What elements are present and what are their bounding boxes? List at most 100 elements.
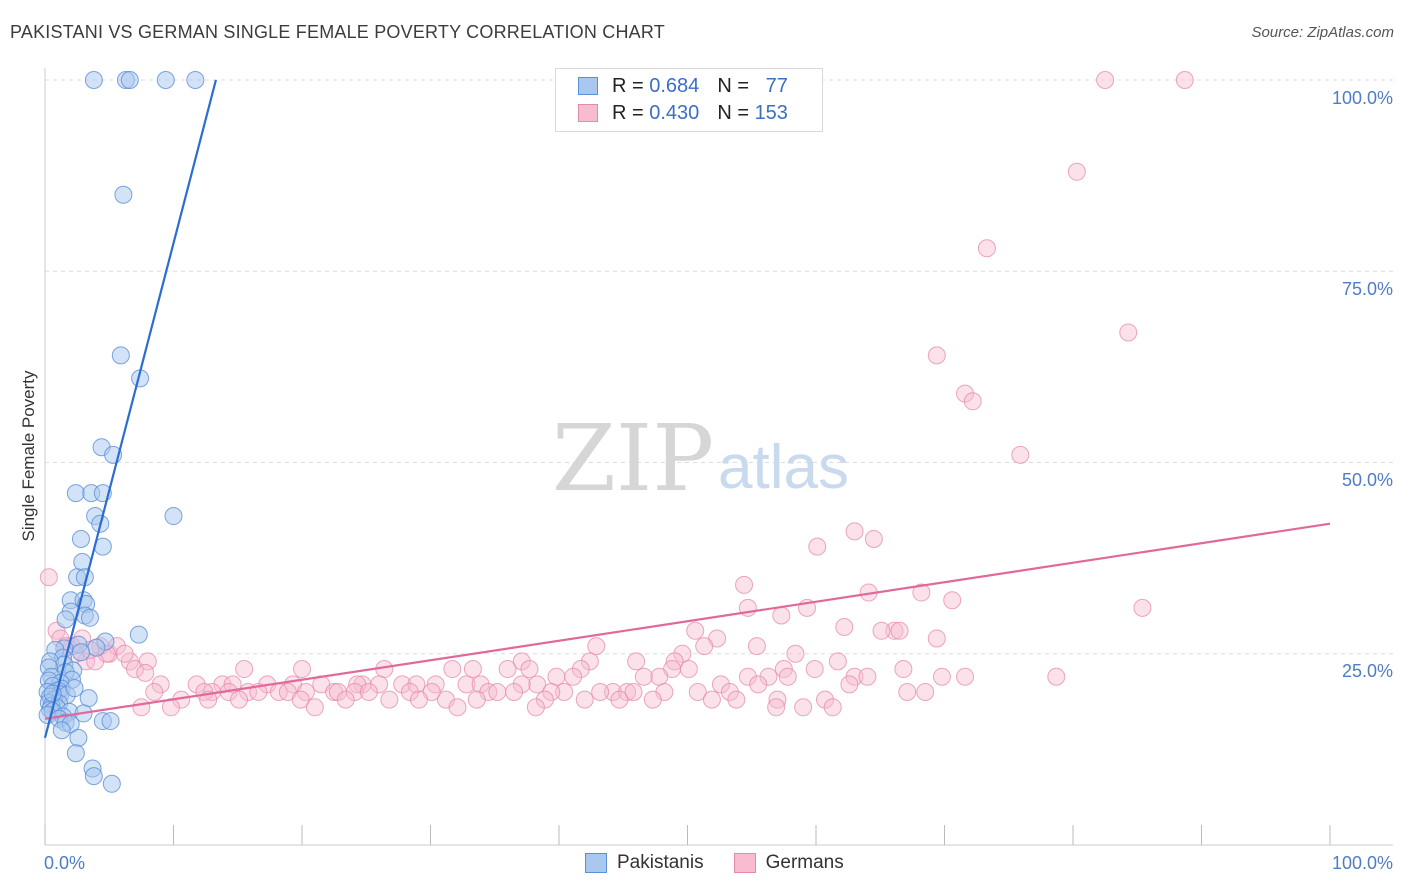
n-label: N = <box>717 74 749 97</box>
germans-point <box>805 660 824 679</box>
germans-point <box>927 629 946 648</box>
germans-point <box>115 644 134 663</box>
germans-point <box>894 660 913 679</box>
germans-point <box>727 690 746 709</box>
germans-point <box>735 575 754 594</box>
germans-point <box>808 537 827 556</box>
pakistanis-point <box>79 689 98 708</box>
pakistanis-point <box>66 484 85 503</box>
germans-point <box>336 690 355 709</box>
germans-point <box>1175 71 1194 89</box>
germans-point <box>380 690 399 709</box>
germans-point <box>823 698 842 717</box>
germans-point <box>786 644 805 663</box>
germans-point <box>235 660 254 679</box>
germans-point <box>679 660 698 679</box>
pakistanis-point <box>111 346 130 365</box>
germans-point <box>912 583 931 602</box>
germans-point <box>328 683 347 701</box>
germans-point <box>591 683 610 701</box>
germans-point <box>695 637 714 656</box>
germans-points <box>39 71 1194 717</box>
germans-point <box>187 675 206 694</box>
germans-point <box>702 690 721 709</box>
germans-point <box>956 667 975 686</box>
germans-point <box>293 660 311 679</box>
germans-point <box>890 621 909 640</box>
germans-point <box>872 621 891 640</box>
legend-item-germans[interactable]: Germans <box>733 852 844 874</box>
n-value: 153 <box>754 101 788 124</box>
pakistanis-point <box>56 610 75 629</box>
pakistanis-point <box>52 721 71 740</box>
germans-point <box>1011 445 1030 464</box>
germans-point <box>643 690 662 709</box>
r-label: R = <box>612 101 644 124</box>
pakistanis-point <box>164 507 183 526</box>
pakistanis-point <box>156 71 175 89</box>
grid-lines <box>45 79 1393 655</box>
germans-point <box>927 346 946 365</box>
germans-point <box>528 675 547 694</box>
watermark-zip: ZIP <box>552 405 714 512</box>
germans-point <box>463 660 482 679</box>
germans-legend-swatch <box>733 853 756 873</box>
germans-point <box>618 683 637 701</box>
germans-point <box>512 675 531 694</box>
pakistanis-point <box>120 71 139 89</box>
germans-point <box>963 392 982 411</box>
germans-point <box>407 675 426 694</box>
germans-point <box>835 617 854 636</box>
pakistanis-point <box>71 643 90 662</box>
germans-point <box>943 591 962 610</box>
watermark-atlas: atlas <box>718 433 849 502</box>
germans-point <box>749 675 768 694</box>
germans-point <box>794 698 813 717</box>
stats-legend: R = 0.684 N = 77 R = 0.430 N = 153 <box>555 68 823 132</box>
n-label: N = <box>717 101 749 124</box>
germans-point <box>138 652 157 671</box>
germans-point <box>840 675 859 694</box>
pakistanis-points <box>38 71 205 793</box>
germans-point <box>400 683 419 701</box>
germans-point <box>767 698 786 717</box>
germans-point <box>977 239 996 258</box>
germans-point <box>359 683 378 701</box>
y-axis-label: Single Female Poverty <box>19 370 38 542</box>
germans-point <box>956 384 975 403</box>
germans-point <box>1133 598 1152 617</box>
r-label: R = <box>612 74 644 97</box>
germans-point <box>747 637 766 656</box>
pakistanis-point <box>114 185 133 204</box>
germans-point <box>145 683 164 701</box>
germans-point <box>393 675 412 694</box>
germans-point <box>512 652 531 671</box>
germans-point <box>815 690 834 709</box>
germans-point <box>898 683 917 701</box>
germans-point <box>720 683 739 701</box>
germans-point <box>587 637 606 656</box>
pakistanis-point <box>66 744 85 763</box>
germans-point <box>457 675 476 694</box>
legend-row-germans: R = 0.430 N = 153 <box>578 100 788 126</box>
legend-row-pakistanis: R = 0.684 N = 77 <box>578 73 788 99</box>
legend-item-pakistanis[interactable]: Pakistanis <box>585 852 704 874</box>
germans-point <box>498 660 517 679</box>
germans-point <box>772 606 791 625</box>
germans-point <box>686 621 705 640</box>
germans-point <box>864 530 883 548</box>
pakistanis-trend-line <box>43 79 217 739</box>
source-label: Source: ZipAtlas.com <box>1251 24 1394 41</box>
germans-point <box>627 652 646 671</box>
germans-point <box>39 568 58 587</box>
series-legend: Pakistanis Germans <box>585 852 874 874</box>
pakistanis-point <box>84 71 103 89</box>
germans-point <box>858 667 877 686</box>
germans-point <box>916 683 935 701</box>
germans-legend-label: Germans <box>765 852 844 873</box>
germans-point <box>688 683 707 701</box>
pakistanis-point <box>69 728 88 747</box>
y-tick-25: 25.0% <box>1342 661 1393 681</box>
chart-title: PAKISTANI VS GERMAN SINGLE FEMALE POVERT… <box>10 22 665 42</box>
